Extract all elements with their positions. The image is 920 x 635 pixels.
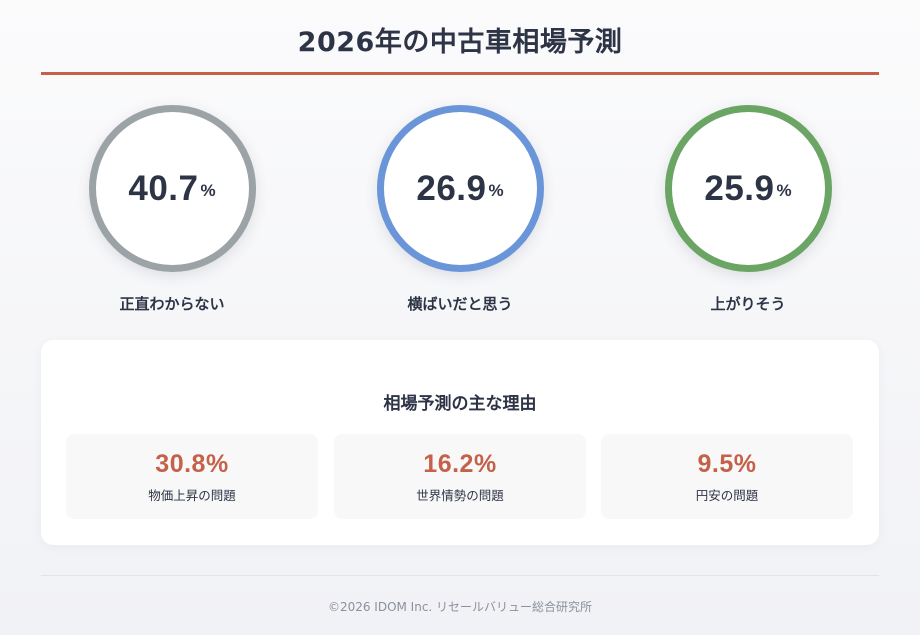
stat-value-flat: 26.9	[416, 168, 487, 208]
reason-item-inflation: 30.8% 物価上昇の問題	[66, 434, 318, 519]
reason-value-yen: 9.5%	[697, 450, 757, 478]
footer-divider	[41, 575, 879, 576]
stat-label-unsure: 正直わからない	[119, 295, 225, 313]
stat-ring-rise: 25.9%	[664, 105, 832, 272]
reason-value-inflation: 30.8%	[155, 450, 229, 478]
reason-label-inflation: 物価上昇の問題	[148, 488, 236, 503]
stat-unit-unsure: %	[200, 180, 216, 200]
reason-item-yen: 9.5% 円安の問題	[601, 434, 853, 519]
title-divider	[41, 72, 879, 75]
stat-unit-flat: %	[488, 180, 504, 200]
page-title: 2026年の中古車相場予測	[297, 27, 623, 58]
reason-label-world: 世界情勢の問題	[416, 488, 504, 503]
stat-label-rise: 上がりそう	[710, 295, 786, 313]
stat-ring-flat: 26.9%	[376, 105, 544, 272]
stat-ring-unsure: 40.7%	[88, 105, 256, 272]
stat-value-unsure: 40.7	[128, 168, 199, 208]
stat-unit-rise: %	[776, 180, 792, 200]
stat-rise: 25.9% 上がりそう	[638, 105, 858, 314]
reason-item-world: 16.2% 世界情勢の問題	[334, 434, 586, 519]
stat-unsure: 40.7% 正直わからない	[62, 105, 282, 314]
reason-value-world: 16.2%	[423, 450, 497, 478]
reasons-card: 相場予測の主な理由 30.8% 物価上昇の問題 16.2% 世界情勢の問題 9.…	[41, 340, 879, 545]
stat-flat: 26.9% 横ばいだと思う	[350, 105, 570, 314]
stat-label-flat: 横ばいだと思う	[407, 295, 513, 313]
reason-label-yen: 円安の問題	[695, 488, 759, 503]
stat-value-rise: 25.9	[704, 168, 775, 208]
reasons-title: 相場予測の主な理由	[383, 394, 537, 414]
footer-copyright: ©2026 IDOM Inc. リセールバリュー総合研究所	[327, 600, 593, 614]
